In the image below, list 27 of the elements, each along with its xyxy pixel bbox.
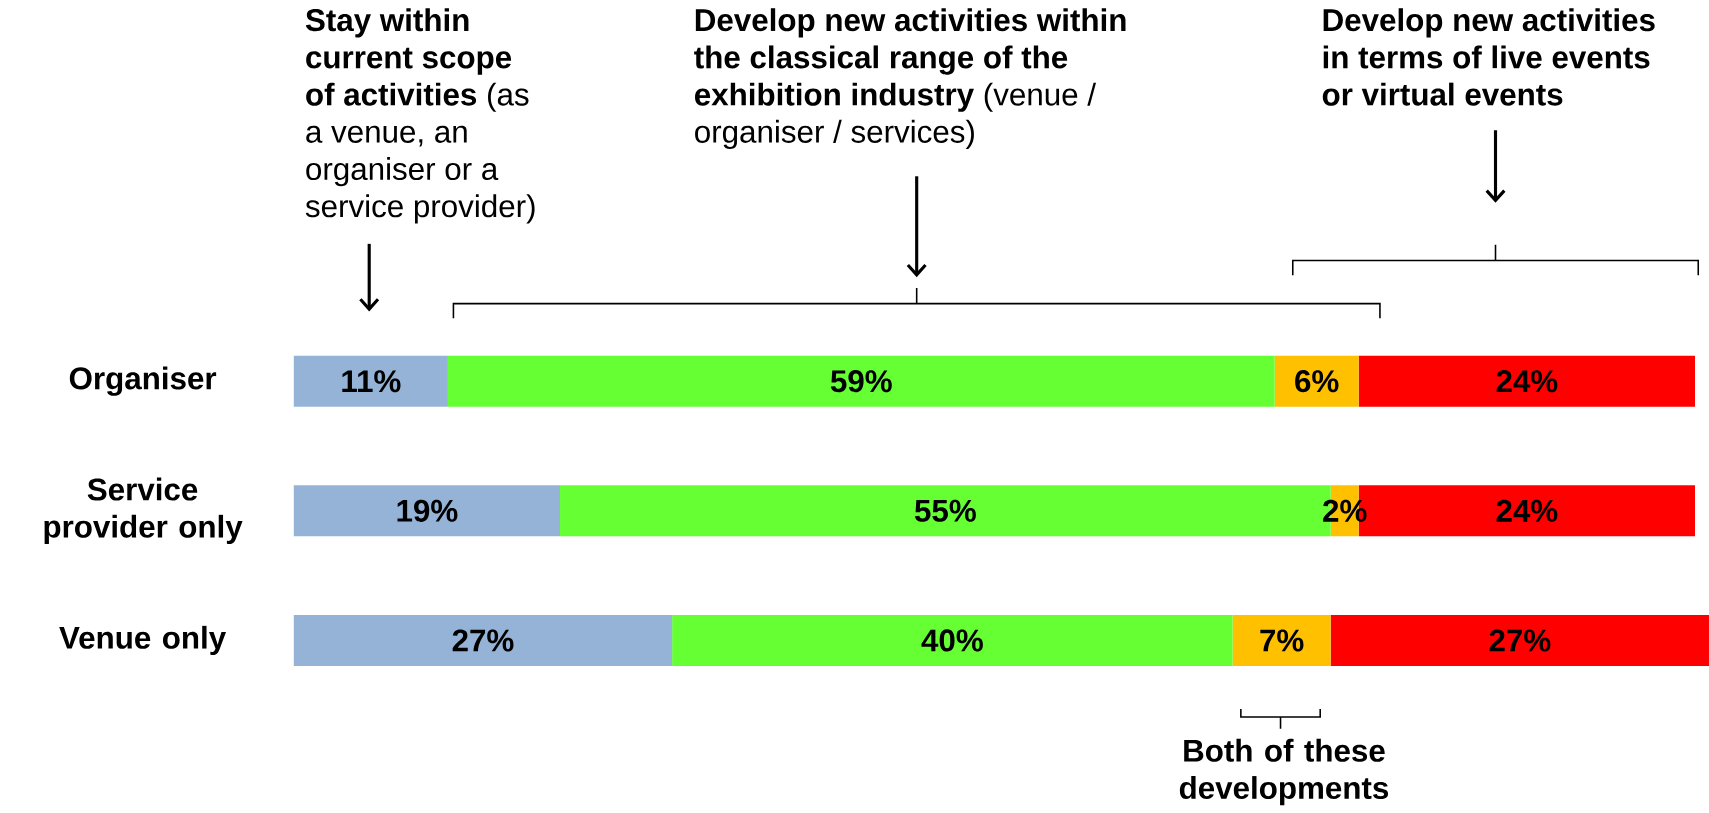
bar (447, 355, 1275, 407)
data-label: 24% (1496, 370, 1558, 393)
data-label: 40% (921, 629, 983, 652)
bar (293, 355, 448, 407)
bar (1274, 355, 1359, 407)
data-label: 27% (452, 629, 514, 652)
bar (293, 485, 561, 537)
bar (293, 615, 673, 666)
text: Develop new activities in terms of live events or virtual events (1322, 8, 1655, 106)
y-tick-label: Organiser (69, 366, 217, 396)
data-label: 27% (1489, 629, 1551, 652)
text: Develop new activities within the classical range of the exhibition industry (venue / organiser / services) (694, 8, 1126, 150)
data-label: 55% (914, 499, 976, 522)
text: Stay within current scope of activities (as a venue, an organiser or a service provider) (305, 8, 535, 224)
data-label: 24% (1496, 499, 1558, 522)
bar (672, 615, 1233, 666)
data-label: 6% (1295, 370, 1339, 393)
data-label: 59% (830, 370, 892, 393)
y-tick-label: Service provider only (44, 477, 243, 545)
bar (1358, 355, 1696, 407)
bar (1330, 615, 1709, 666)
data-label: 7% (1260, 629, 1304, 652)
data-label: 19% (397, 499, 458, 522)
bar (1232, 615, 1331, 666)
y-tick-label: Venue only (59, 625, 227, 656)
data-label: 11% (342, 370, 401, 393)
annotation: Both of these developments (1179, 738, 1389, 806)
